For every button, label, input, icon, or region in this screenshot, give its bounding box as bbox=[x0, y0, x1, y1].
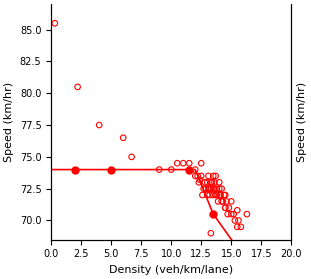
Point bbox=[211, 193, 216, 197]
Point bbox=[224, 199, 229, 204]
Point bbox=[238, 225, 243, 229]
Y-axis label: Speed (km/hr): Speed (km/hr) bbox=[4, 82, 14, 162]
Point bbox=[223, 193, 228, 197]
Point bbox=[217, 193, 222, 197]
Point bbox=[193, 167, 198, 172]
Point bbox=[211, 174, 216, 178]
Point bbox=[226, 206, 231, 210]
Point bbox=[217, 180, 222, 184]
Point bbox=[235, 225, 240, 229]
Point bbox=[201, 186, 206, 191]
Point bbox=[217, 186, 222, 191]
Point bbox=[175, 161, 180, 165]
Point bbox=[212, 186, 217, 191]
Point bbox=[231, 212, 236, 216]
Point bbox=[211, 212, 216, 216]
Point bbox=[208, 231, 213, 235]
Point bbox=[208, 180, 213, 184]
Point bbox=[187, 161, 192, 165]
Point bbox=[207, 186, 212, 191]
Point bbox=[211, 186, 216, 191]
Point bbox=[225, 212, 230, 216]
Point bbox=[97, 123, 102, 127]
Point bbox=[193, 174, 198, 178]
Point bbox=[223, 206, 228, 210]
Y-axis label: Speed (km/hr): Speed (km/hr) bbox=[297, 82, 307, 162]
Point bbox=[157, 167, 162, 172]
Point bbox=[199, 161, 204, 165]
Point bbox=[206, 186, 211, 191]
Point bbox=[109, 167, 114, 172]
Point bbox=[236, 218, 241, 223]
Point bbox=[181, 161, 186, 165]
Point bbox=[205, 193, 210, 197]
Point bbox=[223, 206, 228, 210]
Point bbox=[196, 180, 201, 184]
Point bbox=[200, 193, 205, 197]
Point bbox=[210, 180, 215, 184]
Point bbox=[232, 218, 237, 223]
Point bbox=[216, 199, 220, 204]
Point bbox=[235, 208, 240, 213]
Point bbox=[213, 193, 218, 197]
X-axis label: Density (veh/km/lane): Density (veh/km/lane) bbox=[109, 265, 233, 275]
Point bbox=[219, 199, 224, 204]
Point bbox=[212, 180, 217, 184]
Point bbox=[204, 186, 209, 191]
Point bbox=[244, 212, 249, 216]
Point bbox=[52, 21, 57, 25]
Point bbox=[129, 155, 134, 159]
Point bbox=[197, 177, 202, 182]
Point bbox=[218, 193, 223, 197]
Point bbox=[187, 167, 192, 172]
Point bbox=[73, 167, 78, 172]
Point bbox=[207, 193, 212, 197]
Point bbox=[199, 174, 204, 178]
Point bbox=[75, 85, 80, 89]
Point bbox=[229, 212, 234, 216]
Point bbox=[206, 174, 211, 178]
Point bbox=[202, 180, 207, 184]
Point bbox=[213, 174, 218, 178]
Point bbox=[205, 180, 210, 184]
Point bbox=[214, 186, 219, 191]
Point bbox=[221, 193, 226, 197]
Point bbox=[169, 167, 174, 172]
Point bbox=[195, 174, 200, 178]
Point bbox=[214, 193, 219, 197]
Point bbox=[220, 199, 225, 204]
Point bbox=[229, 199, 234, 204]
Point bbox=[219, 186, 224, 191]
Point bbox=[208, 186, 213, 191]
Point bbox=[121, 136, 126, 140]
